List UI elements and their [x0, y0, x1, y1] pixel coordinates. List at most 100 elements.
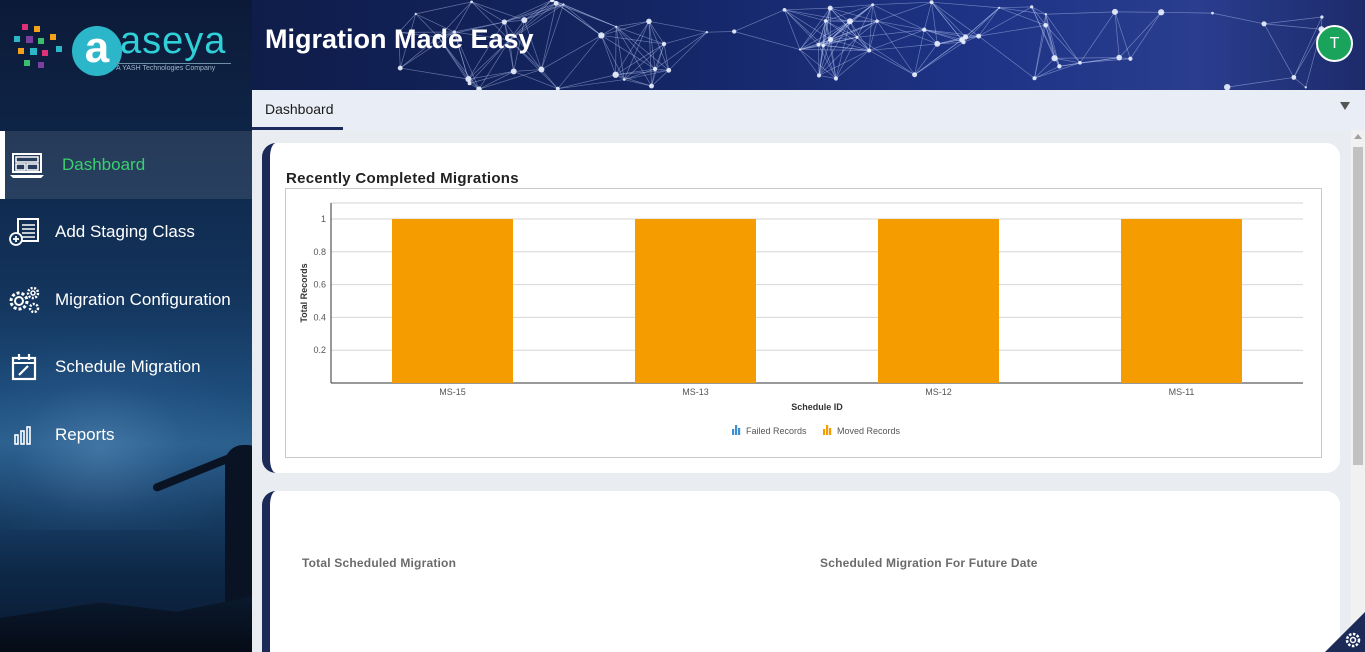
legend-swatch	[732, 429, 735, 435]
calendar-edit-icon	[6, 352, 42, 382]
brand-logo[interactable]: a aseya A YASH Technologies Company	[12, 20, 237, 80]
network-line	[504, 21, 510, 41]
network-line	[822, 45, 837, 79]
network-line	[857, 29, 925, 38]
logo-tagline: A YASH Technologies Company	[116, 63, 231, 72]
network-line	[504, 19, 525, 23]
legend-label: Failed Records	[746, 426, 807, 436]
network-node	[976, 33, 982, 39]
network-line	[825, 4, 873, 22]
network-line	[706, 31, 735, 33]
triangle-down-icon[interactable]	[1339, 100, 1353, 114]
network-line	[818, 20, 826, 76]
bar-moved-records[interactable]	[878, 219, 999, 383]
logo-text: aseya	[120, 20, 227, 62]
dashboard-icon	[9, 150, 45, 180]
network-node	[875, 19, 879, 23]
chart-frame: 0.2 0.4 0.6 0.8 1 MS-15 MS-13 MS-12 MS-11 Schedul…	[285, 188, 1322, 458]
network-line	[1130, 12, 1162, 59]
scroll-thumb[interactable]	[1353, 147, 1363, 465]
network-line	[504, 21, 542, 70]
network-line	[468, 71, 514, 80]
network-node	[847, 18, 853, 25]
sidebar-item-add-staging-class[interactable]: Add Staging Class	[0, 199, 252, 267]
legend-swatch	[826, 425, 829, 435]
sidebar-item-reports[interactable]: Reports	[0, 401, 252, 469]
sidebar-background-glow	[0, 330, 252, 530]
tab-dashboard[interactable]: Dashboard	[252, 90, 343, 130]
x-tick-label: MS-13	[682, 387, 709, 397]
network-node	[798, 48, 801, 51]
network-line	[963, 7, 1000, 43]
network-line	[615, 43, 665, 76]
network-node	[929, 0, 934, 5]
recent-migrations-card: Recently Completed Migrations 0.2 0.4 0.6 0…	[262, 143, 1340, 473]
network-line	[454, 31, 470, 84]
bar-moved-records[interactable]	[392, 219, 513, 383]
legend-item[interactable]: Moved Records	[823, 425, 901, 436]
network-line	[799, 49, 837, 79]
network-line	[818, 20, 851, 45]
network-line	[478, 39, 510, 90]
sidebar-item-schedule-migration[interactable]: Schedule Migration	[0, 334, 252, 402]
network-node	[828, 36, 834, 43]
network-line	[784, 9, 826, 22]
network-line	[478, 69, 542, 90]
network-line	[1059, 62, 1081, 67]
network-line	[784, 9, 819, 45]
network-line	[468, 21, 505, 80]
network-line	[524, 20, 542, 70]
network-node	[821, 43, 825, 48]
gear-icon[interactable]	[1344, 631, 1362, 649]
network-line	[1227, 77, 1294, 88]
network-line	[825, 20, 870, 51]
network-line	[415, 13, 439, 38]
x-tick-label: MS-11	[1169, 387, 1195, 397]
network-line	[849, 4, 873, 22]
network-line	[924, 29, 979, 37]
bar-moved-records[interactable]	[635, 219, 756, 383]
network-line	[615, 26, 669, 71]
network-line	[438, 1, 472, 38]
legend-item[interactable]: Failed Records	[732, 425, 807, 436]
network-line	[648, 21, 670, 71]
network-line	[398, 32, 401, 69]
network-line	[509, 39, 559, 89]
network-line	[818, 20, 878, 45]
network-line	[1264, 16, 1322, 25]
bar-moved-records[interactable]	[1121, 219, 1242, 383]
network-node	[1261, 21, 1267, 27]
network-line	[931, 1, 1000, 9]
y-tick-label: 0.4	[313, 312, 326, 322]
network-line	[784, 9, 801, 50]
network-line	[835, 37, 858, 79]
network-line	[999, 7, 1046, 26]
network-line	[1118, 12, 1162, 58]
vertical-scrollbar[interactable]	[1351, 130, 1365, 652]
network-line	[856, 37, 915, 76]
network-line	[830, 39, 870, 51]
network-line	[1079, 11, 1116, 63]
network-line	[469, 71, 514, 84]
network-node	[465, 76, 472, 83]
network-node	[827, 5, 833, 11]
network-line	[818, 8, 831, 76]
network-line	[849, 21, 870, 51]
legend-swatch	[829, 428, 832, 435]
network-line	[541, 3, 557, 70]
network-node	[452, 30, 457, 34]
network-node	[396, 30, 401, 35]
network-line	[830, 36, 858, 40]
network-line	[400, 67, 469, 80]
sidebar-item-migration-configuration[interactable]: Migration Configuration	[0, 266, 252, 334]
user-avatar[interactable]: T	[1316, 25, 1353, 62]
network-line	[818, 39, 831, 76]
network-node	[622, 78, 626, 81]
network-line	[509, 39, 515, 72]
network-line	[818, 50, 870, 76]
sidebar-item-dashboard[interactable]: Dashboard	[0, 131, 252, 199]
network-line	[799, 36, 858, 50]
network-line	[1114, 11, 1120, 58]
scroll-up-arrow-icon[interactable]	[1354, 134, 1362, 139]
network-line	[504, 0, 553, 23]
